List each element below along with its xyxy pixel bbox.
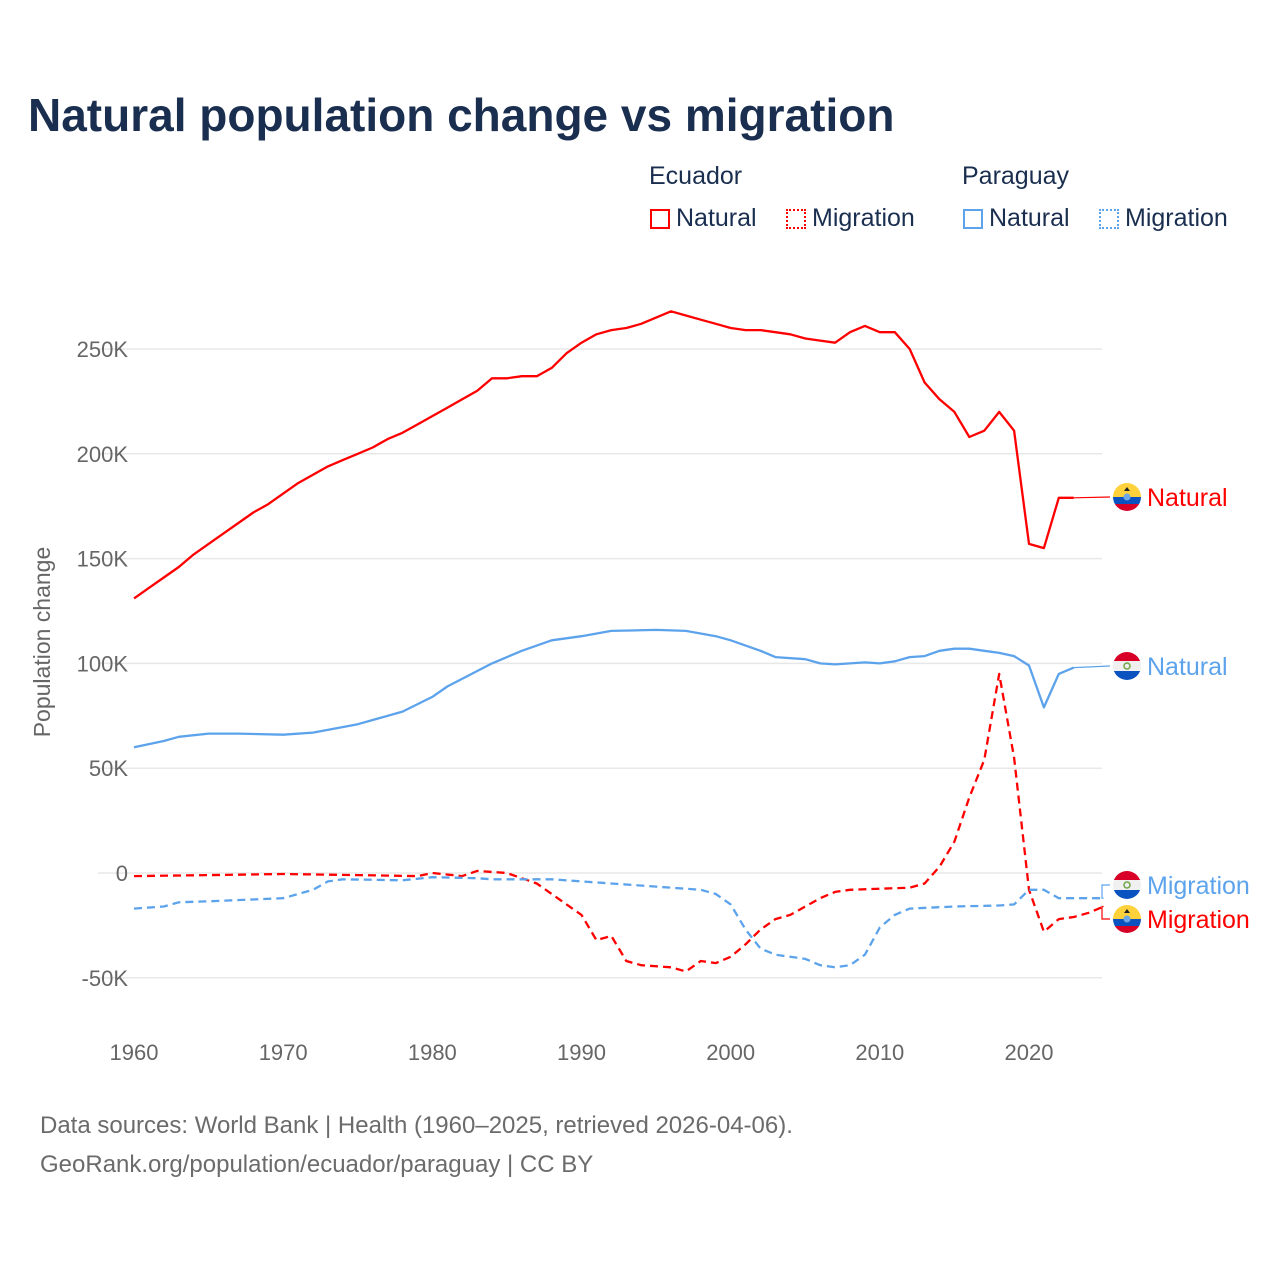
flag-stripe <box>1113 890 1141 899</box>
series-end-label: Natural <box>1147 484 1228 512</box>
flag-body <box>1113 483 1141 511</box>
flag-stripe <box>1113 652 1141 661</box>
paraguay-flag-icon <box>1113 652 1141 680</box>
label-connector <box>1101 884 1110 899</box>
legend-paraguay-natural[interactable]: Natural <box>963 204 1070 233</box>
legend-ecuador-migration[interactable]: Migration <box>786 204 915 233</box>
y-tick-label: 0 <box>116 861 128 886</box>
flag-stripe <box>1113 671 1141 680</box>
legend-swatch-solid <box>650 208 670 229</box>
legend-label: Natural <box>989 204 1070 232</box>
flag-stripe <box>1113 871 1141 880</box>
x-tick-label: 1980 <box>408 1040 457 1065</box>
legend-group-paraguay: Paraguay <box>962 162 1070 190</box>
flag-body <box>1113 905 1141 933</box>
ecuador-flag-icon <box>1113 905 1141 933</box>
y-tick-label: 250K <box>77 337 129 362</box>
legend-swatch-dotted <box>1099 208 1119 229</box>
series-end-label: Migration <box>1147 872 1250 900</box>
x-tick-label: 1960 <box>110 1040 159 1065</box>
y-axis-label: Population change <box>29 547 55 738</box>
x-tick-label: 1990 <box>557 1040 606 1065</box>
y-tick-label: 100K <box>77 651 129 676</box>
ecuador-flag-icon <box>1113 483 1141 511</box>
flag-stripe <box>1113 661 1141 671</box>
x-tick-label: 1970 <box>259 1040 308 1065</box>
paraguay-flag-icon <box>1113 871 1141 899</box>
legend-group-ecuador: Ecuador <box>649 162 743 190</box>
y-tick-label: 150K <box>77 547 129 572</box>
legend-swatch-solid <box>963 208 983 229</box>
source-line-2[interactable]: GeoRank.org/population/ecuador/paraguay … <box>40 1151 594 1178</box>
label-connector <box>1073 665 1111 669</box>
chart-title: Natural population change vs migration <box>28 89 895 141</box>
legend-label: Migration <box>1125 204 1228 232</box>
legend-paraguay-migration[interactable]: Migration <box>1099 204 1228 233</box>
legend-label: Migration <box>812 204 915 232</box>
legend-label: Natural <box>676 204 757 232</box>
x-tick-label: 2020 <box>1005 1040 1054 1065</box>
series-line-paraguay-migration <box>133 876 1104 969</box>
x-tick-label: 2010 <box>855 1040 904 1065</box>
flag-condor <box>1124 487 1130 491</box>
flag-stripe <box>1113 504 1141 511</box>
legend-swatch-dotted <box>786 208 806 229</box>
source-note: Data sources: World Bank | Health (1960–… <box>40 1106 793 1184</box>
flag-stripe <box>1113 880 1141 890</box>
flag-stripe <box>1113 926 1141 933</box>
flag-emblem <box>1123 662 1131 670</box>
legend-ecuador-natural[interactable]: Natural <box>650 204 757 233</box>
series-end-label: Natural <box>1147 653 1228 681</box>
flag-emblem <box>1123 493 1131 501</box>
source-line-1: Data sources: World Bank | Health (1960–… <box>40 1112 793 1139</box>
flag-emblem <box>1123 881 1131 889</box>
flag-body <box>1113 871 1141 899</box>
y-tick-label: 50K <box>89 756 128 781</box>
x-tick-label: 2000 <box>706 1040 755 1065</box>
flag-condor <box>1124 909 1130 913</box>
flag-emblem <box>1123 915 1131 923</box>
flag-body <box>1113 652 1141 680</box>
y-tick-label: -50K <box>82 966 129 991</box>
series-line-ecuador-natural <box>133 310 1074 600</box>
series-line-ecuador-migration <box>133 672 1105 973</box>
series-line-paraguay-natural <box>133 628 1075 749</box>
label-connector <box>1073 496 1111 499</box>
label-connector <box>1101 905 1110 920</box>
y-tick-label: 200K <box>77 442 129 467</box>
series-end-label: Migration <box>1147 906 1250 934</box>
